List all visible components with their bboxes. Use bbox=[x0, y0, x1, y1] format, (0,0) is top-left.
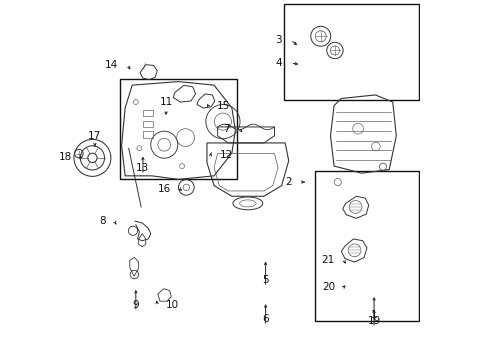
Text: 1: 1 bbox=[370, 310, 377, 321]
Text: 2: 2 bbox=[285, 177, 292, 187]
Bar bbox=[143, 110, 152, 116]
Text: 4: 4 bbox=[274, 58, 281, 68]
Text: 7: 7 bbox=[223, 124, 229, 134]
Text: 10: 10 bbox=[166, 300, 179, 310]
Bar bbox=[315, 171, 418, 321]
Text: 16: 16 bbox=[158, 184, 171, 194]
Text: 8: 8 bbox=[99, 216, 106, 226]
Bar bbox=[143, 131, 152, 137]
Text: 12: 12 bbox=[219, 150, 232, 160]
Text: 6: 6 bbox=[262, 314, 268, 324]
Text: 14: 14 bbox=[105, 60, 118, 70]
Text: 5: 5 bbox=[262, 275, 268, 285]
Bar bbox=[284, 4, 418, 100]
Text: 20: 20 bbox=[321, 282, 334, 292]
Text: 3: 3 bbox=[274, 35, 281, 45]
Text: 19: 19 bbox=[367, 316, 380, 326]
Bar bbox=[143, 121, 152, 127]
Text: 21: 21 bbox=[321, 255, 334, 265]
Text: 17: 17 bbox=[88, 131, 101, 141]
Text: 9: 9 bbox=[132, 300, 139, 310]
Text: 11: 11 bbox=[159, 97, 172, 107]
Text: 15: 15 bbox=[216, 101, 230, 111]
Text: 13: 13 bbox=[136, 163, 149, 173]
Text: 18: 18 bbox=[59, 152, 72, 162]
Bar bbox=[120, 79, 237, 178]
